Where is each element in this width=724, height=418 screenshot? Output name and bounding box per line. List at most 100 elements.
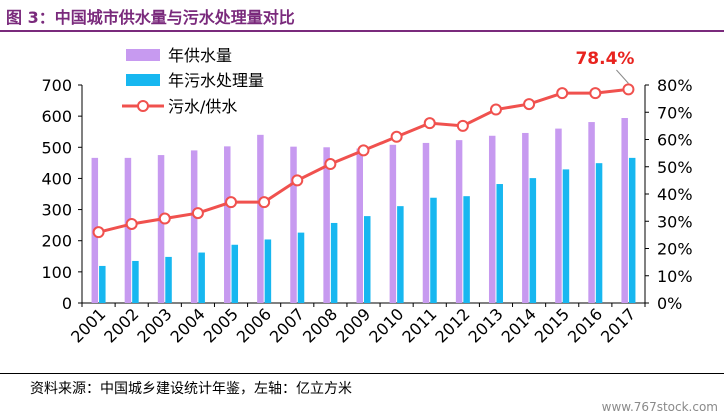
left-tick-label: 500 [41, 138, 72, 157]
treatment-bar [397, 206, 404, 303]
treatment-bar [231, 244, 239, 303]
treatment-bar [99, 265, 106, 303]
ratio-point [225, 196, 238, 209]
supply-bar [588, 122, 595, 303]
treatment-bar [264, 239, 272, 303]
ratio-point [158, 212, 171, 225]
x-tick-label: 2017 [597, 304, 639, 346]
legend-label: 年供水量 [168, 46, 232, 65]
left-tick-label: 700 [41, 76, 72, 95]
x-tick-label: 2015 [531, 304, 573, 346]
watermark: www.767stock.com [601, 400, 718, 414]
chart: 0 100 200 300 400 500 600 700 0% 10% 20% 30% 40% 50% 6… [41, 46, 692, 347]
ratio-point [291, 174, 304, 187]
treatment-bar [430, 197, 437, 303]
right-tick-label: 80% [657, 76, 693, 95]
x-tick-label: 2012 [431, 304, 473, 346]
treatment-bar [595, 163, 603, 303]
x-tick-label: 2013 [465, 304, 507, 346]
right-tick-label: 40% [657, 185, 693, 204]
treatment-bar [364, 216, 371, 303]
supply-bar [455, 140, 463, 303]
x-tick-label: 2006 [233, 304, 275, 346]
left-tick-label: 200 [41, 232, 72, 251]
left-tick-label: 0 [62, 294, 72, 313]
supply-bar [257, 134, 264, 303]
ratio-point [589, 87, 602, 100]
ratio-point [125, 217, 138, 230]
x-tick-label: 2014 [498, 304, 540, 346]
x-tick-label: 2009 [332, 304, 374, 346]
ratio-point [92, 226, 105, 239]
ratio-point [191, 207, 204, 220]
right-tick-label: 20% [657, 240, 693, 259]
x-tick-label: 2007 [266, 304, 308, 346]
treatment-bar [198, 252, 205, 303]
figure-title: 图 3：中国城市供水量与污水处理量对比 [6, 8, 295, 27]
x-tick-label: 2008 [299, 304, 341, 346]
treatment-bar [463, 196, 470, 303]
left-tick-label: 600 [41, 107, 72, 126]
ratio-line [92, 83, 635, 239]
axes [78, 84, 649, 307]
ratio-point [423, 117, 436, 130]
right-tick-label: 50% [657, 158, 693, 177]
supply-bar [190, 150, 198, 303]
right-tick-label: 10% [657, 267, 693, 286]
supply-bar [422, 142, 430, 303]
treatment-bar [529, 178, 537, 303]
treatment-bar [132, 260, 139, 303]
left-tick-label: 100 [41, 263, 72, 282]
treatment-bar [628, 157, 636, 303]
tick-labels: 0 100 200 300 400 500 600 700 0% 10% 20% 30% 40% 50% 6… [41, 76, 692, 347]
annotation: 78.4% [575, 49, 634, 84]
annotation-label: 78.4% [575, 49, 634, 69]
x-tick-label: 2011 [398, 304, 440, 346]
left-tick-label: 300 [41, 201, 72, 220]
annotation-leader [616, 69, 629, 84]
supply-bar [323, 147, 330, 303]
supply-bar [157, 155, 165, 303]
ratio-point [489, 103, 502, 116]
ratio-point [258, 196, 271, 209]
title-rule [0, 30, 724, 32]
supply-bar [488, 135, 496, 303]
ratio-point [324, 158, 337, 171]
left-tick-label: 400 [41, 169, 72, 188]
ratio-point [523, 98, 536, 111]
supply-bar [621, 118, 628, 303]
treatment-bar [330, 222, 338, 303]
treatment-bar [496, 184, 503, 303]
supply-bar [224, 146, 231, 303]
x-tick-label: 2001 [67, 304, 109, 346]
x-tick-label: 2016 [564, 304, 606, 346]
supply-bar [124, 157, 132, 303]
x-tick-label: 2002 [100, 304, 142, 346]
supply-bar [290, 146, 297, 303]
supply-bar [356, 148, 363, 303]
right-tick-label: 60% [657, 131, 693, 150]
right-tick-label: 0% [657, 294, 682, 313]
legend-swatch [126, 74, 160, 86]
legend-label: 污水/供水 [168, 97, 237, 116]
footer-rule [0, 373, 724, 374]
supply-bar [522, 132, 529, 303]
legend-swatch [126, 49, 160, 61]
treatment-bar [297, 232, 305, 303]
ratio-point [622, 83, 635, 96]
treatment-bar [562, 169, 570, 303]
ratio-point [456, 119, 469, 132]
treatment-bar [165, 256, 172, 303]
x-tick-label: 2005 [200, 304, 242, 346]
right-tick-label: 30% [657, 212, 693, 231]
legend-marker [137, 100, 149, 112]
supply-bar [555, 128, 562, 303]
ratio-point [390, 130, 403, 143]
ratio-point [357, 144, 370, 157]
x-tick-label: 2003 [133, 304, 175, 346]
x-tick-label: 2004 [167, 304, 209, 346]
right-tick-label: 70% [657, 103, 693, 122]
x-tick-label: 2010 [365, 304, 407, 346]
ratio-point [556, 87, 569, 100]
